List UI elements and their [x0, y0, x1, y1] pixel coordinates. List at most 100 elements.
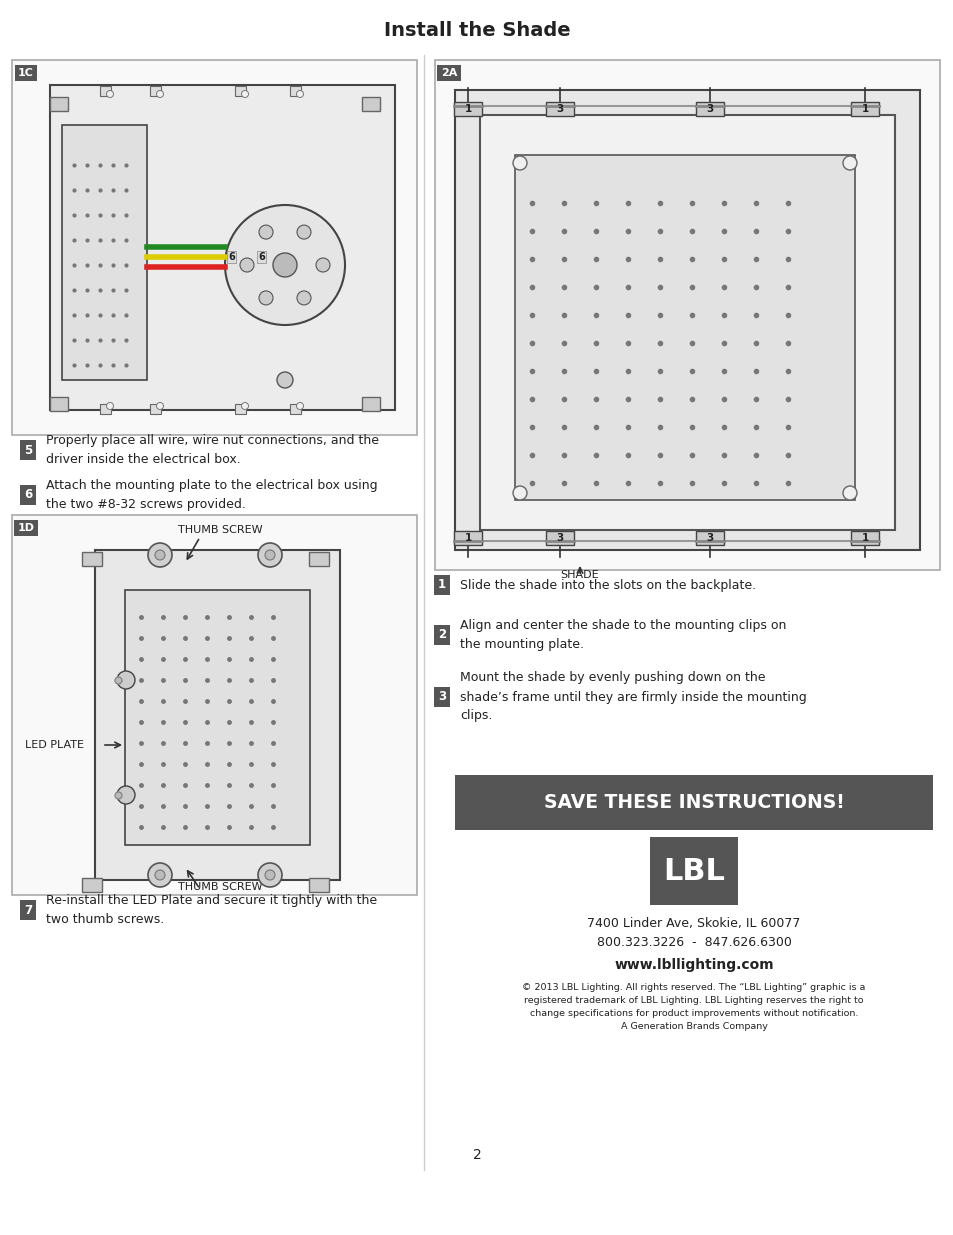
- Circle shape: [240, 258, 253, 272]
- Text: 1: 1: [861, 104, 868, 114]
- Text: 2: 2: [472, 1149, 481, 1162]
- Circle shape: [148, 543, 172, 567]
- Bar: [100, 404, 111, 414]
- Circle shape: [241, 90, 248, 98]
- Bar: [361, 396, 379, 411]
- Text: 2: 2: [437, 629, 446, 641]
- Bar: [696, 103, 723, 116]
- Circle shape: [148, 863, 172, 887]
- Bar: [309, 878, 329, 892]
- Bar: [12, 61, 416, 435]
- Bar: [50, 85, 395, 410]
- Bar: [290, 404, 301, 414]
- Circle shape: [154, 550, 165, 559]
- Bar: [309, 552, 329, 566]
- Text: Slide the shade into the slots on the backplate.: Slide the shade into the slots on the ba…: [459, 578, 756, 592]
- Bar: [82, 552, 102, 566]
- Bar: [850, 531, 878, 545]
- Text: 1D: 1D: [17, 522, 34, 534]
- Text: 800.323.3226  -  847.626.6300: 800.323.3226 - 847.626.6300: [596, 936, 791, 950]
- Text: Re-install the LED Plate and secure it tightly with the
two thumb screws.: Re-install the LED Plate and secure it t…: [46, 894, 376, 926]
- Text: 1: 1: [437, 578, 446, 592]
- Text: 2A: 2A: [440, 68, 456, 78]
- Text: 3: 3: [705, 534, 713, 543]
- Bar: [150, 86, 161, 96]
- Text: Properly place all wire, wire nut connections, and the
driver inside the electri: Properly place all wire, wire nut connec…: [46, 433, 378, 466]
- Circle shape: [296, 90, 303, 98]
- Bar: [649, 837, 738, 905]
- Text: © 2013 LBL Lighting. All rights reserved. The “LBL Lighting” graphic is a
regist: © 2013 LBL Lighting. All rights reserved…: [521, 983, 864, 1031]
- Text: 5: 5: [24, 443, 32, 457]
- Text: Install the Shade: Install the Shade: [383, 21, 570, 40]
- Circle shape: [154, 869, 165, 881]
- Text: Mount the shade by evenly pushing down on the
shade’s frame until they are firml: Mount the shade by evenly pushing down o…: [459, 672, 806, 722]
- Circle shape: [265, 550, 274, 559]
- Bar: [435, 61, 939, 571]
- Circle shape: [107, 90, 113, 98]
- Circle shape: [117, 785, 135, 804]
- Circle shape: [296, 403, 303, 410]
- Text: 1: 1: [464, 104, 471, 114]
- Text: LBL: LBL: [662, 857, 724, 885]
- Bar: [454, 531, 481, 545]
- Circle shape: [241, 403, 248, 410]
- Text: THUMB SCREW: THUMB SCREW: [177, 882, 262, 892]
- Circle shape: [842, 487, 856, 500]
- Circle shape: [315, 258, 330, 272]
- Bar: [125, 590, 310, 845]
- Circle shape: [258, 291, 273, 305]
- Circle shape: [156, 403, 163, 410]
- Text: LED PLATE: LED PLATE: [25, 740, 84, 750]
- Bar: [12, 515, 416, 895]
- Text: SAVE THESE INSTRUCTIONS!: SAVE THESE INSTRUCTIONS!: [543, 793, 843, 811]
- Circle shape: [513, 487, 526, 500]
- Circle shape: [265, 869, 274, 881]
- Circle shape: [273, 253, 296, 277]
- Bar: [150, 404, 161, 414]
- Bar: [696, 531, 723, 545]
- Bar: [62, 125, 147, 380]
- Bar: [95, 550, 339, 881]
- Bar: [100, 86, 111, 96]
- Bar: [50, 98, 68, 111]
- Circle shape: [156, 90, 163, 98]
- Text: 6: 6: [228, 252, 234, 262]
- Text: Align and center the shade to the mounting clips on
the mounting plate.: Align and center the shade to the mounti…: [459, 619, 785, 651]
- Text: SHADE: SHADE: [560, 571, 598, 580]
- Text: 6: 6: [257, 252, 265, 262]
- Bar: [545, 531, 574, 545]
- Text: 1: 1: [464, 534, 471, 543]
- Text: 1: 1: [861, 534, 868, 543]
- Text: 1C: 1C: [18, 68, 34, 78]
- Bar: [455, 90, 919, 550]
- Bar: [454, 103, 481, 116]
- Bar: [545, 103, 574, 116]
- Circle shape: [107, 403, 113, 410]
- Bar: [515, 156, 854, 500]
- Circle shape: [513, 156, 526, 170]
- Circle shape: [257, 863, 282, 887]
- Text: 3: 3: [705, 104, 713, 114]
- Circle shape: [842, 156, 856, 170]
- Text: www.lbllighting.com: www.lbllighting.com: [614, 958, 773, 972]
- Circle shape: [258, 225, 273, 240]
- Circle shape: [117, 671, 135, 689]
- Bar: [290, 86, 301, 96]
- Bar: [850, 103, 878, 116]
- Bar: [50, 396, 68, 411]
- Text: THUMB SCREW: THUMB SCREW: [177, 525, 262, 535]
- Bar: [234, 404, 246, 414]
- Text: 6: 6: [24, 489, 32, 501]
- Bar: [82, 878, 102, 892]
- Bar: [479, 115, 894, 530]
- Bar: [455, 776, 932, 830]
- Text: 7: 7: [24, 904, 32, 916]
- Text: 3: 3: [556, 104, 563, 114]
- Circle shape: [276, 372, 293, 388]
- Text: 7400 Linder Ave, Skokie, IL 60077: 7400 Linder Ave, Skokie, IL 60077: [587, 916, 800, 930]
- Bar: [234, 86, 246, 96]
- Bar: [361, 98, 379, 111]
- Circle shape: [296, 225, 311, 240]
- Circle shape: [296, 291, 311, 305]
- Circle shape: [257, 543, 282, 567]
